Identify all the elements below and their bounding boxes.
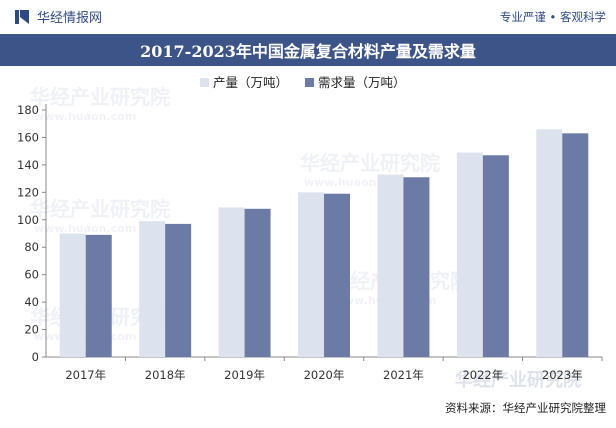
legend-label: 需求量（万吨） bbox=[318, 75, 406, 90]
y-tick-label: 20 bbox=[24, 323, 39, 337]
y-tick-label: 40 bbox=[24, 295, 39, 309]
bar-1 bbox=[139, 221, 166, 357]
watermark-layer: 华经产业研究院www.huaon.com华经产业研究院www.huaon.com… bbox=[30, 85, 581, 391]
legend-swatch bbox=[305, 78, 314, 87]
bar-2 bbox=[403, 177, 430, 357]
bar-2 bbox=[482, 155, 509, 357]
top-bar: 华经情报网 专业严谨 • 客观科学 bbox=[0, 0, 616, 34]
x-tick-label: 2023年 bbox=[542, 368, 583, 382]
x-tick-label: 2021年 bbox=[383, 368, 424, 382]
y-tick-label: 160 bbox=[17, 130, 39, 144]
watermark-url: www.huaon.com bbox=[34, 222, 136, 235]
bar-1 bbox=[536, 129, 563, 357]
watermark-text: 华经产业研究院 bbox=[30, 197, 170, 221]
brand: 华经情报网 bbox=[14, 7, 102, 26]
bar-1 bbox=[298, 192, 324, 357]
bar-2 bbox=[85, 234, 112, 357]
y-tick-label: 80 bbox=[24, 240, 39, 254]
brand-logo-icon bbox=[15, 9, 29, 24]
bar-chart: 华经产业研究院www.huaon.com华经产业研究院www.huaon.com… bbox=[17, 75, 603, 391]
tagline: 专业严谨 • 客观科学 bbox=[499, 10, 606, 24]
y-tick-label: 180 bbox=[17, 103, 39, 117]
title-band: 2017-2023年中国金属复合材料产量及需求量 bbox=[0, 34, 616, 66]
source-note: 资料来源：华经产业研究院整理 bbox=[445, 401, 606, 415]
bar-2 bbox=[562, 133, 589, 357]
bars bbox=[59, 129, 589, 357]
brand-name: 华经情报网 bbox=[37, 11, 103, 26]
bar-2 bbox=[244, 208, 271, 357]
y-tick-label: 0 bbox=[32, 350, 39, 364]
legend-swatch bbox=[200, 78, 209, 87]
bar-1 bbox=[218, 207, 245, 357]
bar-1 bbox=[377, 174, 404, 357]
bar-2 bbox=[165, 223, 192, 357]
chart-title: 2017-2023年中国金属复合材料产量及需求量 bbox=[140, 42, 476, 61]
y-tick-label: 100 bbox=[17, 213, 39, 227]
bar-2 bbox=[324, 193, 350, 357]
bar-1 bbox=[59, 233, 86, 357]
x-tick-label: 2019年 bbox=[224, 368, 265, 382]
watermark-text: 华经产业研究院 bbox=[30, 85, 170, 109]
watermark-text: 华经产业研究院 bbox=[455, 369, 581, 391]
legend: 产量（万吨） 需求量（万吨） bbox=[200, 75, 406, 90]
x-tick-label: 2017年 bbox=[65, 368, 106, 382]
y-tick-label: 140 bbox=[17, 158, 39, 172]
x-tick-label: 2018年 bbox=[145, 368, 186, 382]
x-tick-label: 2022年 bbox=[462, 368, 503, 382]
y-tick-label: 120 bbox=[17, 185, 39, 199]
bar-1 bbox=[456, 152, 483, 357]
legend-label: 产量（万吨） bbox=[213, 75, 288, 90]
axes: 0 20 40 60 80 100 120 140 160 180 2017年 2018年 2019年 2… bbox=[17, 103, 603, 382]
watermark-url: www.huaon.com bbox=[34, 110, 136, 123]
watermark-text: 华经产业研究院 bbox=[300, 151, 440, 175]
y-tick-label: 60 bbox=[24, 268, 39, 282]
x-tick-label: 2020年 bbox=[304, 368, 345, 382]
